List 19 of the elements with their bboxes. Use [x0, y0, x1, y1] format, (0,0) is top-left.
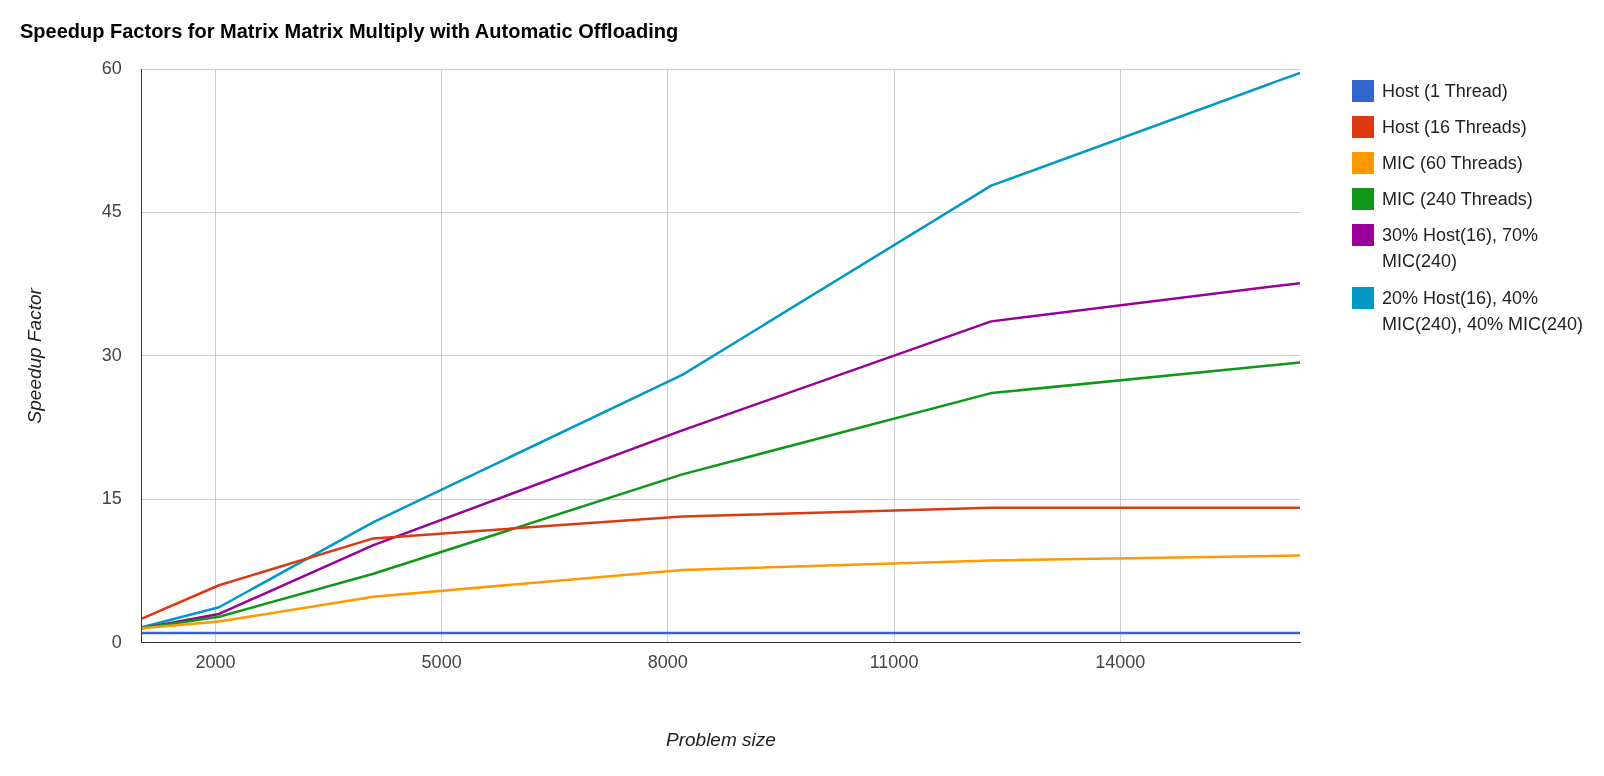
x-tick-label: 8000: [647, 652, 688, 673]
legend-label: MIC (240 Threads): [1382, 188, 1533, 212]
legend-label: 30% Host(16), 70% MIC(240): [1382, 224, 1540, 274]
legend-label: MIC (60 Threads): [1382, 152, 1523, 176]
x-tick-label: 14000: [1095, 652, 1146, 673]
x-tick-label: 2000: [195, 652, 236, 673]
x-tick-label: 11000: [869, 652, 919, 673]
y-tick-label: 30: [101, 344, 122, 365]
y-axis-title: Speedup Factor: [23, 287, 45, 424]
y-tick-label: 15: [101, 488, 122, 509]
x-tick-label: 5000: [421, 652, 462, 673]
y-tick-label: 60: [101, 57, 122, 78]
y-tick-label: 45: [101, 201, 122, 222]
y-tick-label: 0: [111, 631, 122, 652]
legend-label: Host (1 Thread): [1382, 80, 1508, 103]
x-axis-title: Problem size: [666, 728, 776, 750]
legend-label: Host (16 Threads): [1382, 116, 1527, 140]
chart-title: Speedup Factors for Matrix Matrix Multiply with Automatic Offloading: [20, 19, 679, 42]
legend-label: 20% Host(16), 40% MIC(240), 40% MIC(240): [1382, 286, 1585, 336]
